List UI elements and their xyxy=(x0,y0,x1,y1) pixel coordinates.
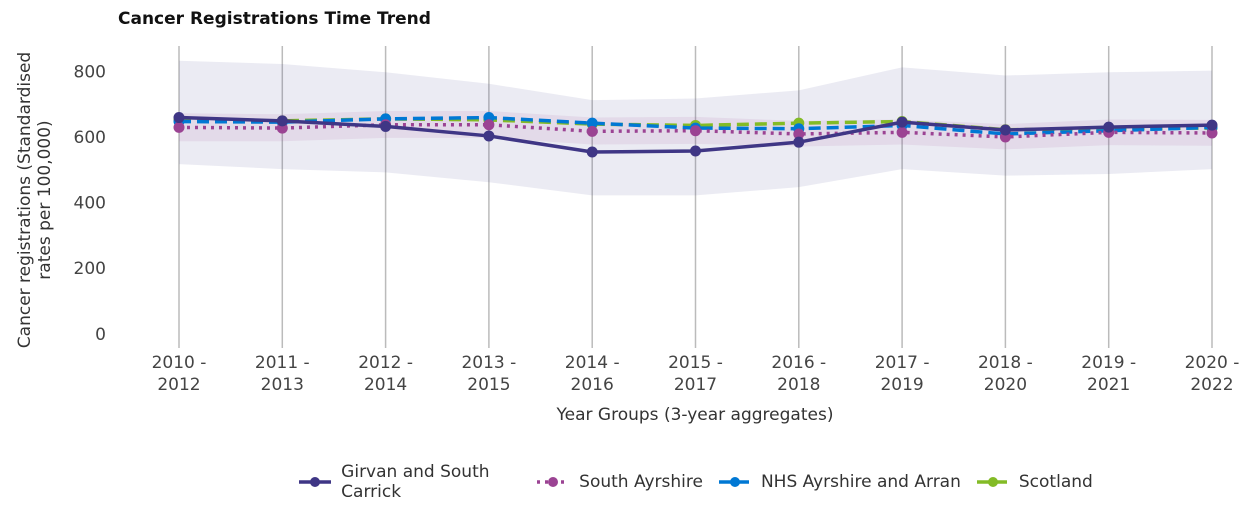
x-tick-label: 2016 - 2018 xyxy=(771,353,827,395)
legend-item: Scotland xyxy=(975,472,1093,492)
point xyxy=(793,128,805,140)
point xyxy=(1206,119,1218,131)
y-axis-label: Cancer registrations (Standardised rates… xyxy=(15,51,55,349)
point xyxy=(483,119,495,131)
legend-label: NHS Ayrshire and Arran xyxy=(760,472,961,492)
legend-label: Scotland xyxy=(1018,472,1093,492)
legend-swatch xyxy=(299,477,332,487)
y-tick-label: 200 xyxy=(74,259,106,279)
y-tick-label: 800 xyxy=(74,62,106,82)
x-tick-label: 2012 - 2014 xyxy=(358,353,413,395)
point xyxy=(586,125,598,137)
point xyxy=(380,120,392,132)
legend-label: Girvan and South Carrick xyxy=(341,462,490,502)
point xyxy=(896,116,908,128)
legend: Girvan and South Carrick South Ayrshire NH… xyxy=(0,462,1247,502)
x-tick-label: 2020 - 2022 xyxy=(1184,353,1240,395)
legend-item: NHS Ayrshire and Arran xyxy=(717,472,961,492)
legend-swatch xyxy=(718,477,751,487)
x-tick-label: 2013 - 2015 xyxy=(461,353,517,395)
x-tick-label: 2015 - 2017 xyxy=(668,353,723,395)
legend-label: South Ayrshire xyxy=(579,472,703,492)
point xyxy=(896,126,908,138)
y-tick-label: 600 xyxy=(74,128,106,148)
series-line xyxy=(178,115,1213,136)
point xyxy=(483,130,495,142)
point xyxy=(586,117,598,129)
x-tick-label: 2018 - 2020 xyxy=(977,353,1033,395)
x-tick-label: 2010 - 2012 xyxy=(151,353,207,395)
legend-item: South Ayrshire xyxy=(535,472,703,492)
point xyxy=(276,115,288,127)
x-axis-label: Year Groups (3-year aggregates) xyxy=(556,405,834,425)
legend-swatch xyxy=(537,477,570,487)
x-tick-label: 2014 - 2016 xyxy=(564,353,620,395)
legend-marker xyxy=(310,477,321,487)
x-tick-label: 2019 - 2021 xyxy=(1081,353,1137,395)
point xyxy=(1206,127,1218,139)
legend-marker xyxy=(548,477,559,487)
point xyxy=(690,125,701,137)
point xyxy=(173,121,185,133)
legend-marker xyxy=(729,477,740,487)
y-tick-label: 0 xyxy=(95,325,106,345)
point xyxy=(690,145,701,157)
legend-swatch xyxy=(976,477,1009,487)
point xyxy=(793,136,805,148)
point xyxy=(999,124,1011,136)
y-tick-label: 400 xyxy=(74,194,106,214)
point xyxy=(173,112,185,124)
legend-marker xyxy=(987,477,998,487)
legend-item: Girvan and South Carrick xyxy=(297,462,521,502)
x-tick-label: 2017 - 2019 xyxy=(874,353,930,395)
x-tick-label: 2011 - 2013 xyxy=(254,353,310,395)
point xyxy=(586,146,598,158)
chart-title: Cancer Registrations Time Trend xyxy=(118,9,431,29)
point xyxy=(1103,121,1115,133)
